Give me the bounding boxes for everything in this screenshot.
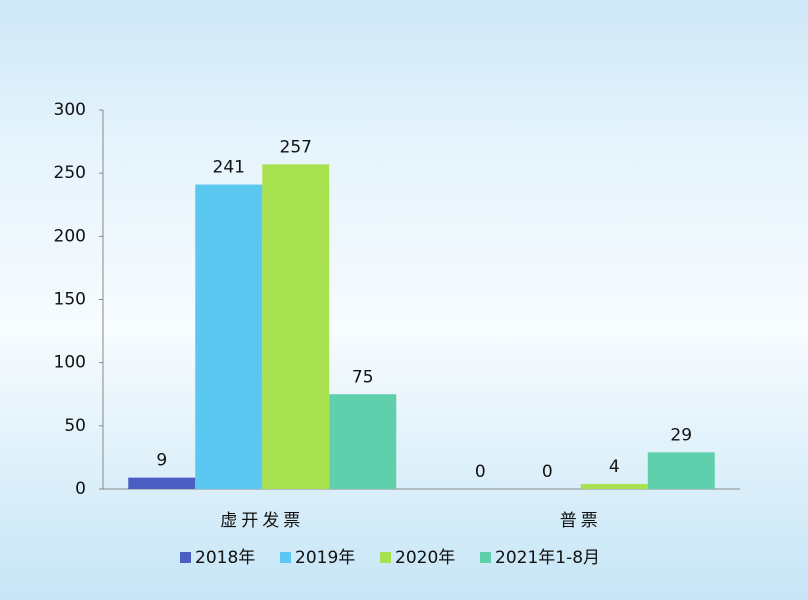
- data-label: 9: [156, 451, 167, 471]
- data-label: 241: [213, 158, 245, 178]
- data-label: 4: [609, 457, 620, 477]
- legend-label: 2020年: [395, 548, 455, 568]
- legend-swatch: [280, 552, 291, 563]
- data-label: 0: [475, 462, 486, 482]
- data-label: 75: [352, 367, 374, 387]
- x-tick-label: 虚开发票: [220, 511, 304, 531]
- bar: [580, 483, 648, 489]
- bar: [647, 452, 715, 489]
- data-label: 257: [280, 137, 312, 157]
- bar: [329, 394, 397, 489]
- y-tick-label: 200: [54, 226, 86, 246]
- legend-label: 2019年: [295, 548, 355, 568]
- y-tick-label: 300: [54, 100, 86, 120]
- legend-swatch: [480, 552, 491, 563]
- legend-label: 2018年: [195, 548, 255, 568]
- bar: [262, 164, 330, 489]
- x-tick-label: 普票: [560, 511, 602, 531]
- legend-label: 2021年1-8月: [495, 548, 600, 568]
- y-tick-label: 100: [54, 353, 86, 373]
- bar: [195, 184, 263, 489]
- y-tick-label: 0: [75, 479, 86, 499]
- data-label: 0: [542, 462, 553, 482]
- bar: [128, 477, 196, 489]
- data-label: 29: [670, 425, 692, 445]
- legend-swatch: [180, 552, 191, 563]
- y-tick-label: 250: [54, 163, 86, 183]
- y-tick-label: 50: [64, 416, 86, 436]
- legend-swatch: [380, 552, 391, 563]
- y-tick-label: 150: [54, 290, 86, 310]
